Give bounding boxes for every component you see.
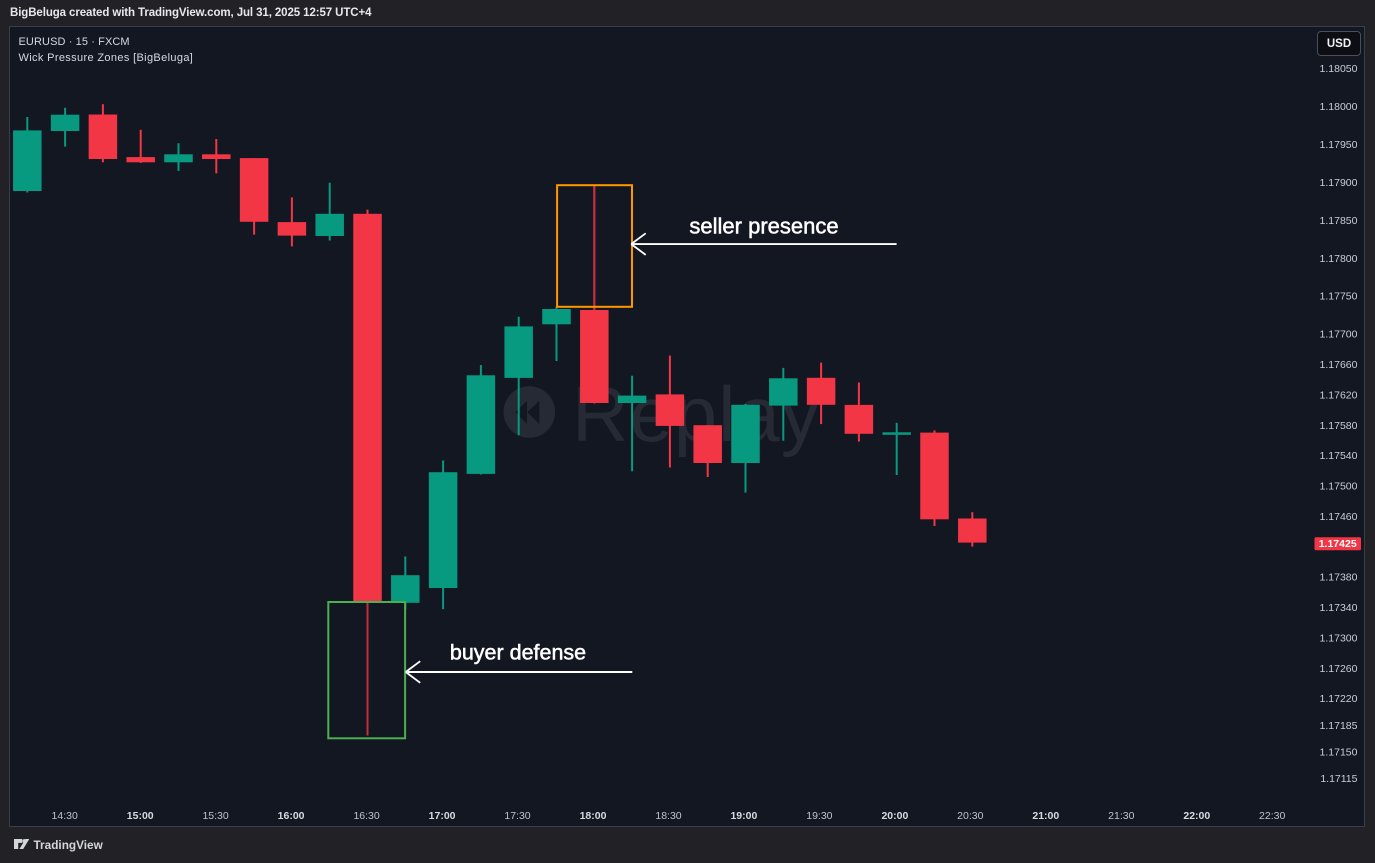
svg-text:1.17115: 1.17115 [1320, 773, 1357, 785]
svg-text:1.17425: 1.17425 [1319, 538, 1357, 550]
svg-text:1.17260: 1.17260 [1320, 663, 1358, 675]
svg-text:1.17540: 1.17540 [1320, 450, 1358, 462]
svg-text:16:00: 16:00 [278, 810, 305, 822]
svg-text:18:30: 18:30 [655, 810, 681, 822]
svg-text:15:30: 15:30 [202, 810, 228, 822]
svg-text:1.17460: 1.17460 [1320, 511, 1358, 523]
svg-text:20:00: 20:00 [881, 810, 908, 822]
svg-text:seller presence: seller presence [689, 214, 838, 239]
svg-text:20:30: 20:30 [957, 810, 983, 822]
svg-text:1.17185: 1.17185 [1320, 720, 1358, 732]
svg-text:21:00: 21:00 [1032, 810, 1059, 822]
svg-text:1.17620: 1.17620 [1320, 390, 1358, 402]
svg-text:17:00: 17:00 [429, 810, 456, 822]
svg-text:1.17800: 1.17800 [1320, 253, 1358, 265]
svg-text:22:30: 22:30 [1259, 810, 1285, 822]
svg-text:18:00: 18:00 [580, 810, 607, 822]
svg-text:17:30: 17:30 [504, 810, 530, 822]
svg-text:1.17580: 1.17580 [1320, 420, 1358, 432]
svg-text:22:00: 22:00 [1183, 810, 1210, 822]
svg-text:1.17660: 1.17660 [1320, 359, 1358, 371]
svg-text:1.18000: 1.18000 [1320, 101, 1358, 113]
svg-text:1.17500: 1.17500 [1320, 481, 1358, 493]
svg-text:1.17300: 1.17300 [1320, 633, 1358, 645]
svg-text:1.17750: 1.17750 [1320, 291, 1358, 303]
svg-text:19:30: 19:30 [806, 810, 832, 822]
svg-text:21:30: 21:30 [1108, 810, 1134, 822]
svg-text:1.17850: 1.17850 [1320, 215, 1358, 227]
svg-text:1.17220: 1.17220 [1320, 693, 1358, 705]
svg-text:16:30: 16:30 [353, 810, 379, 822]
svg-text:1.17340: 1.17340 [1320, 602, 1358, 614]
svg-text:1.17700: 1.17700 [1320, 329, 1358, 341]
svg-text:buyer defense: buyer defense [450, 641, 586, 665]
svg-text:1.17380: 1.17380 [1320, 572, 1358, 584]
svg-text:15:00: 15:00 [127, 810, 154, 822]
svg-text:19:00: 19:00 [730, 810, 757, 822]
svg-text:1.17900: 1.17900 [1320, 177, 1358, 189]
svg-text:1.17150: 1.17150 [1320, 746, 1358, 758]
svg-text:1.17950: 1.17950 [1320, 139, 1358, 151]
svg-text:1.18050: 1.18050 [1320, 63, 1358, 75]
svg-text:14:30: 14:30 [52, 810, 78, 822]
